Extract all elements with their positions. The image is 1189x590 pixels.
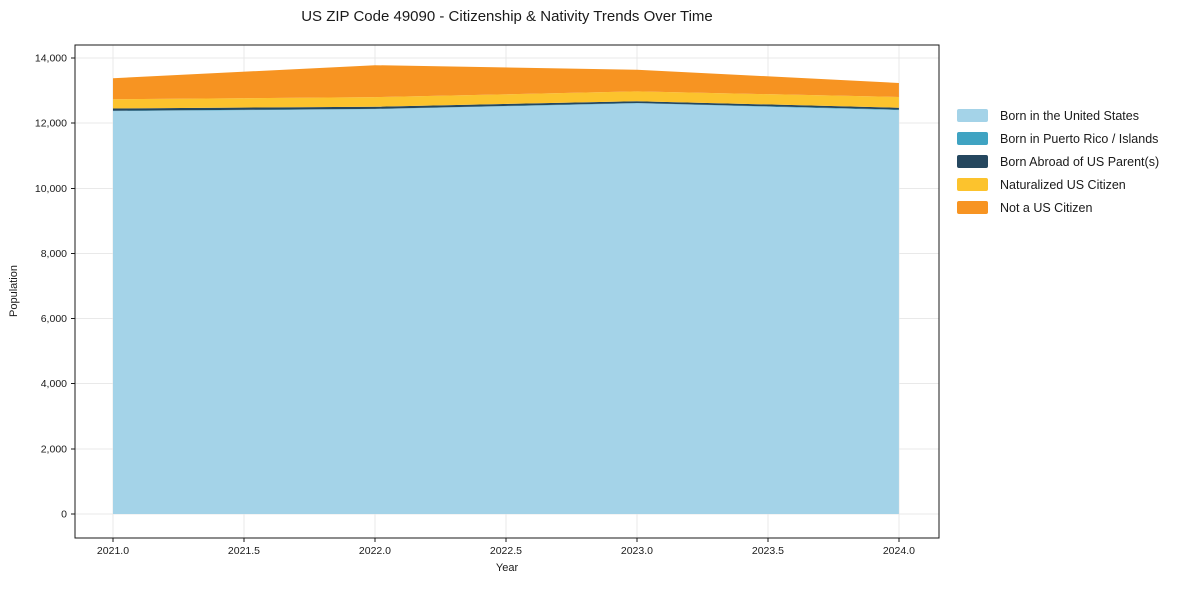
y-tick-label: 0 bbox=[61, 508, 67, 520]
x-tick-label: 2023.0 bbox=[621, 545, 653, 557]
x-tick-label: 2022.5 bbox=[490, 545, 522, 557]
x-tick-label: 2024.0 bbox=[883, 545, 915, 557]
legend-label: Born in Puerto Rico / Islands bbox=[1000, 131, 1159, 146]
x-tick-label: 2021.5 bbox=[228, 545, 260, 557]
legend-label: Born in the United States bbox=[1000, 108, 1139, 123]
legend-item-born-in-puerto-rico-islands: Born in Puerto Rico / Islands bbox=[957, 127, 1159, 150]
legend-label: Naturalized US Citizen bbox=[1000, 177, 1126, 192]
x-axis-label: Year bbox=[495, 562, 519, 574]
y-tick-label: 12,000 bbox=[35, 118, 67, 130]
chart-title: US ZIP Code 49090 - Citizenship & Nativi… bbox=[301, 8, 713, 25]
legend-label: Born Abroad of US Parent(s) bbox=[1000, 154, 1160, 169]
area-born-in-puerto-rico-islands bbox=[112, 102, 899, 112]
legend-swatch-icon bbox=[957, 132, 988, 145]
axes-spines bbox=[74, 44, 940, 539]
area-born-in-the-united-states bbox=[112, 103, 899, 515]
area-born-abroad-of-us-parent-s bbox=[112, 101, 899, 111]
y-tick-label: 2,000 bbox=[41, 443, 67, 455]
legend-item-born-in-the-united-states: Born in the United States bbox=[957, 104, 1159, 127]
area-not-a-us-citizen bbox=[112, 65, 899, 100]
x-tick-label: 2023.5 bbox=[752, 545, 784, 557]
legend-swatch-icon bbox=[957, 201, 988, 214]
y-tick-label: 4,000 bbox=[41, 378, 67, 390]
legend-swatch-icon bbox=[957, 155, 988, 168]
legend-item-not-a-us-citizen: Not a US Citizen bbox=[957, 196, 1159, 219]
legend-item-naturalized-us-citizen: Naturalized US Citizen bbox=[957, 173, 1159, 196]
x-tick-label: 2022.0 bbox=[359, 545, 391, 557]
legend-swatch-icon bbox=[957, 109, 988, 122]
legend-item-born-abroad-of-us-parent-s: Born Abroad of US Parent(s) bbox=[957, 150, 1159, 173]
axis-ticks: 0 2,000 4,000 6,000 8,000 10,000 12,000 14,000 2… bbox=[35, 52, 915, 557]
stacked-areas bbox=[112, 65, 899, 515]
legend-label: Not a US Citizen bbox=[1000, 200, 1093, 215]
area-naturalized-us-citizen bbox=[112, 91, 899, 109]
legend: Born in the United States Born in Puerto … bbox=[957, 104, 1159, 219]
y-tick-label: 8,000 bbox=[41, 248, 67, 260]
y-tick-label: 10,000 bbox=[35, 183, 67, 195]
y-tick-label: 14,000 bbox=[35, 52, 67, 64]
y-tick-label: 6,000 bbox=[41, 313, 67, 325]
y-axis-label: Population bbox=[8, 265, 20, 317]
x-tick-label: 2021.0 bbox=[97, 545, 129, 557]
legend-swatch-icon bbox=[957, 178, 988, 191]
